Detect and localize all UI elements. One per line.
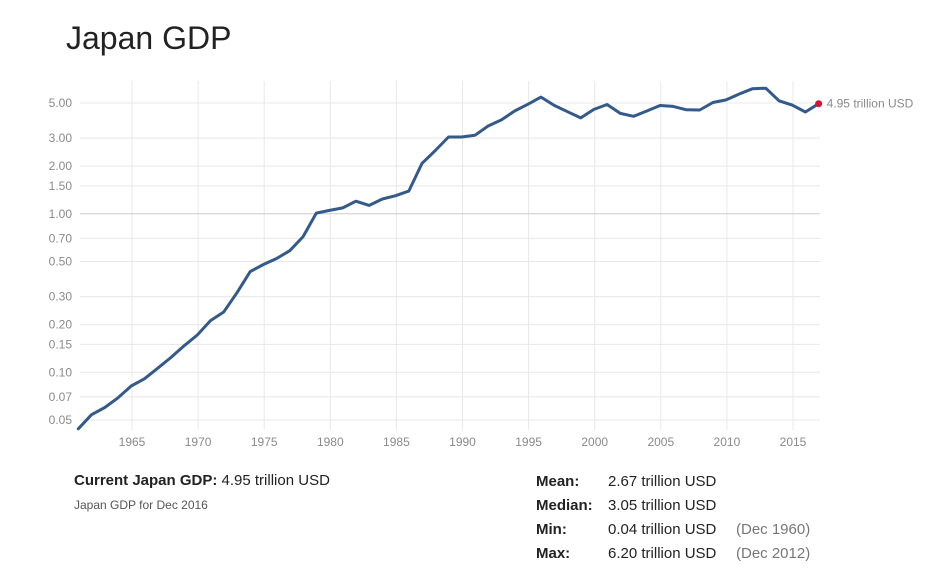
current-gdp-subtitle: Japan GDP for Dec 2016 xyxy=(74,498,208,512)
current-gdp: Current Japan GDP: 4.95 trillion USD xyxy=(74,472,330,489)
endpoint-marker xyxy=(815,100,823,108)
y-tick-label: 3.00 xyxy=(49,131,73,145)
stat-row-min: Min: 0.04 trillion USD (Dec 1960) xyxy=(536,521,810,545)
x-tick-label: 1985 xyxy=(383,435,410,449)
y-tick-label: 0.05 xyxy=(49,413,73,427)
current-gdp-value: 4.95 trillion USD xyxy=(221,472,330,489)
stat-label: Median: xyxy=(536,497,593,514)
stat-label: Max: xyxy=(536,545,571,562)
x-axis-ticks: 1965 1970 1975 1980 1985 1990 1995 2000 2005 2010… xyxy=(119,435,807,449)
x-tick-label: 2010 xyxy=(714,435,741,449)
x-tick-label: 1995 xyxy=(515,435,542,449)
stat-date: (Dec 1960) xyxy=(736,521,811,538)
y-tick-label: 0.07 xyxy=(49,390,73,404)
gdp-line-chart: 5.00 3.00 2.00 1.50 1.00 0.70 0.50 0.30 0.20 0.15… xyxy=(49,81,914,449)
x-tick-label: 1975 xyxy=(251,435,278,449)
y-tick-label: 0.30 xyxy=(49,290,73,304)
x-tick-label: 2005 xyxy=(647,435,674,449)
endpoint-label: 4.95 trillion USD xyxy=(827,97,914,111)
x-tick-label: 1970 xyxy=(185,435,212,449)
x-tick-label: 1965 xyxy=(119,435,146,449)
stat-value: 3.05 trillion USD xyxy=(608,497,717,514)
series-group xyxy=(76,86,821,431)
endpoint-group: 4.95 trillion USD xyxy=(815,97,914,111)
x-tick-label: 1990 xyxy=(449,435,476,449)
x-tick-label: 2000 xyxy=(581,435,608,449)
stat-label: Min: xyxy=(536,521,567,538)
stat-row-mean: Mean: 2.67 trillion USD xyxy=(536,473,810,497)
page-title: Japan GDP xyxy=(66,20,232,56)
series-line xyxy=(76,86,821,431)
stat-row-median: Median: 3.05 trillion USD xyxy=(536,497,810,521)
stats-table: Mean: 2.67 trillion USD Median: 3.05 tri… xyxy=(536,473,810,569)
y-tick-label: 0.50 xyxy=(49,255,73,269)
y-tick-label: 1.50 xyxy=(49,179,73,193)
stat-value: 2.67 trillion USD xyxy=(608,473,717,490)
y-tick-label: 0.70 xyxy=(49,231,73,245)
stat-label: Mean: xyxy=(536,473,580,490)
y-tick-label: 0.15 xyxy=(49,337,73,351)
x-tick-label: 2015 xyxy=(780,435,807,449)
y-tick-label: 2.00 xyxy=(49,159,73,173)
stat-value: 0.04 trillion USD xyxy=(608,521,717,538)
y-tick-label: 0.10 xyxy=(49,365,73,379)
y-axis-ticks: 5.00 3.00 2.00 1.50 1.00 0.70 0.50 0.30 0.20 0.15… xyxy=(49,96,73,427)
stat-value: 6.20 trillion USD xyxy=(608,545,717,562)
y-tick-label: 5.00 xyxy=(49,96,73,110)
vertical-gridlines xyxy=(131,81,794,430)
y-tick-label: 0.20 xyxy=(49,318,73,332)
horizontal-gridlines xyxy=(80,102,820,421)
stat-row-max: Max: 6.20 trillion USD (Dec 2012) xyxy=(536,545,810,569)
stat-date: (Dec 2012) xyxy=(736,545,811,562)
y-tick-label: 1.00 xyxy=(49,207,73,221)
x-tick-label: 1980 xyxy=(317,435,344,449)
current-gdp-label: Current Japan GDP: xyxy=(74,472,218,489)
